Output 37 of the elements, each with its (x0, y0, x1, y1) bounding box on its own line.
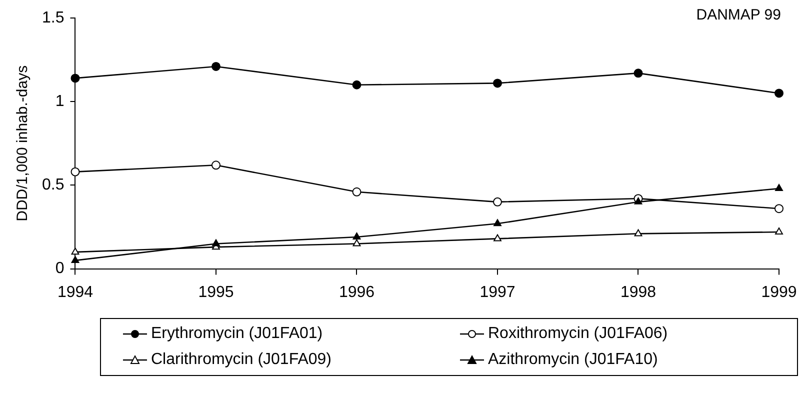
x-tick-label: 1995 (198, 284, 234, 301)
point (492, 78, 502, 88)
annotation: DANMAP 99 (696, 6, 781, 24)
x-tick-label: 1996 (338, 284, 375, 301)
legend-label: Roxithromycin (J01FA06) (488, 325, 668, 343)
point (212, 239, 220, 246)
point (352, 239, 361, 246)
point (352, 187, 362, 196)
y-tick-label: 0 (55, 260, 64, 278)
point (494, 219, 502, 226)
point (774, 204, 784, 214)
x-tick-label: 1998 (620, 284, 656, 301)
point (211, 160, 220, 170)
point (634, 197, 642, 204)
point (492, 197, 502, 206)
point (634, 68, 643, 78)
legend-label: Erythromycin (J01FA01) (151, 325, 323, 343)
x-tick-label: 1999 (761, 284, 797, 301)
point (70, 167, 80, 176)
point (71, 256, 80, 263)
point (775, 228, 783, 235)
point (70, 74, 80, 83)
point (352, 232, 361, 240)
point (494, 234, 502, 242)
point (211, 62, 220, 71)
point (775, 184, 783, 192)
x-tick-label: 1997 (480, 284, 516, 301)
y-tick-label: 1 (55, 93, 64, 110)
legend-label: Clarithromycin (J01FA09) (151, 351, 332, 369)
point (634, 229, 642, 236)
x-tick-label: 1994 (57, 284, 94, 301)
y-tick-label: 0.5 (42, 176, 64, 194)
point (352, 80, 362, 90)
legend-label: Azithromycin (J01FA10) (488, 351, 658, 369)
point (774, 88, 784, 98)
y-axis-title: DDD/1,000 inhab.-days (14, 65, 32, 222)
y-tick-label: 1.5 (42, 9, 64, 26)
